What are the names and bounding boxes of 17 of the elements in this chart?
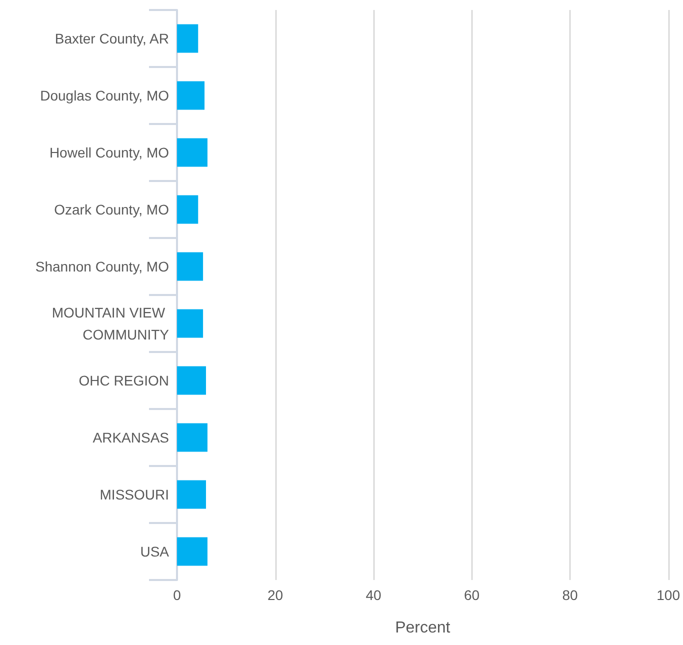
y-tick-label: Baxter County, AR <box>54 30 169 46</box>
x-axis-title: Percent <box>395 620 451 636</box>
x-tick-label: 20 <box>267 587 284 603</box>
x-tick-label: 0 <box>173 587 182 603</box>
y-tick-label: Howell County, MO <box>49 144 170 160</box>
y-tick-label: MISSOURI <box>100 486 169 502</box>
y-tick-label: MOUNTAIN VIEW COMMUNITY <box>52 304 170 342</box>
y-tick-label: OHC REGION <box>78 372 169 388</box>
x-tick-label: 100 <box>656 587 680 603</box>
x-tick-label: 60 <box>464 587 480 603</box>
y-tick-label: ARKANSAS <box>92 430 169 446</box>
x-tick-label: 80 <box>562 587 578 603</box>
y-tick-label: Ozark County, MO <box>54 202 170 218</box>
x-tick-label: 40 <box>366 587 382 603</box>
y-tick-label: USA <box>140 544 170 560</box>
y-tick-label: Shannon County, MO <box>35 258 170 274</box>
y-tick-label: Douglas County, MO <box>40 88 170 104</box>
